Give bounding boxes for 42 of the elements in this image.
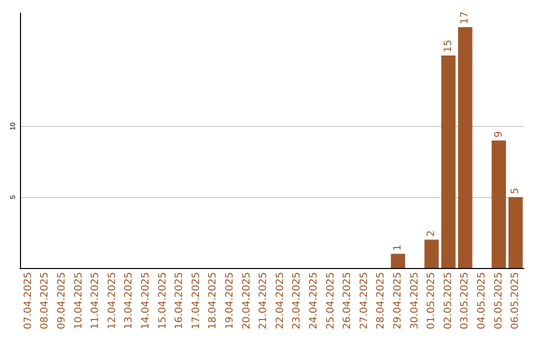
bar xyxy=(441,56,456,268)
bar xyxy=(390,254,406,268)
x-tick-label: 23.04.2025 xyxy=(292,272,303,330)
x-tick-label: 24.04.2025 xyxy=(308,272,320,330)
data-label: 17 xyxy=(460,11,471,24)
x-tick-label: 17.04.2025 xyxy=(190,272,202,330)
x-tick-label: 12.04.2025 xyxy=(106,272,118,330)
x-tick-label: 04.05.2025 xyxy=(476,272,488,330)
x-tick-label: 15.04.2025 xyxy=(157,272,168,330)
x-tick-label: 14.04.2025 xyxy=(140,272,152,330)
data-label: 9 xyxy=(493,131,504,138)
x-tick-label: 09.04.2025 xyxy=(56,272,68,330)
x-tick-label: 01.05.2025 xyxy=(426,272,438,330)
x-tick-label: 21.04.2025 xyxy=(258,272,270,330)
x-tick-label: 22.04.2025 xyxy=(274,272,286,330)
x-tick-label: 08.04.2025 xyxy=(40,272,51,330)
data-label: 1 xyxy=(392,244,404,251)
x-tick-label: 06.05.2025 xyxy=(510,272,522,330)
bar xyxy=(424,240,439,268)
x-tick-label: 28.04.2025 xyxy=(376,272,387,330)
bar xyxy=(508,197,523,268)
x-tick-label: 03.05.2025 xyxy=(460,272,471,330)
x-tick-label: 11.04.2025 xyxy=(90,272,102,330)
x-tick-label: 07.04.2025 xyxy=(22,272,34,330)
x-tick-label: 02.05.2025 xyxy=(442,272,454,330)
bar xyxy=(458,27,472,268)
x-tick-label: 16.04.2025 xyxy=(174,272,186,330)
data-label: 5 xyxy=(510,188,522,194)
x-tick-label: 05.05.2025 xyxy=(493,272,504,330)
x-tick-label: 30.04.2025 xyxy=(409,272,420,330)
x-tick-label: 10.04.2025 xyxy=(73,272,84,330)
x-tick-label: 27.04.2025 xyxy=(358,272,370,330)
x-tick-label: 20.04.2025 xyxy=(241,272,252,330)
data-label: 2 xyxy=(426,230,438,237)
x-tick-label: 26.04.2025 xyxy=(342,272,354,330)
x-tick-label: 13.04.2025 xyxy=(124,272,135,330)
bar xyxy=(492,140,506,268)
x-tick-label: 25.04.2025 xyxy=(325,272,336,330)
data-label: 15 xyxy=(442,40,454,52)
x-tick-label: 29.04.2025 xyxy=(392,272,404,330)
x-tick-label: 19.04.2025 xyxy=(224,272,236,330)
x-tick-label: 18.04.2025 xyxy=(208,272,219,330)
